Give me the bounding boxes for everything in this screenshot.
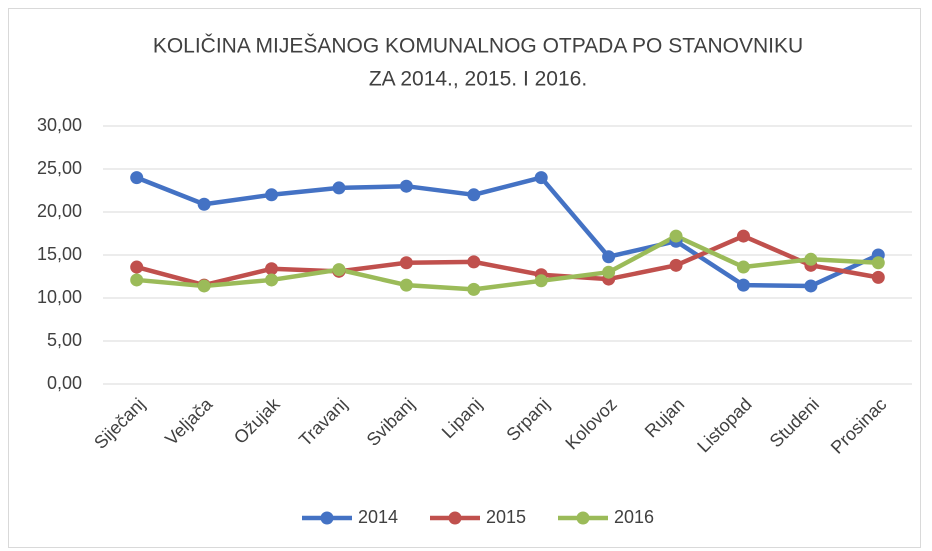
data-point — [197, 279, 211, 293]
data-point — [467, 255, 481, 269]
data-point — [534, 171, 548, 185]
series-line — [134, 175, 881, 289]
data-point — [602, 265, 616, 279]
data-point — [332, 263, 346, 277]
data-point — [736, 278, 750, 292]
data-point — [534, 274, 548, 288]
data-point — [265, 273, 279, 287]
data-point — [602, 250, 616, 264]
legend-marker — [320, 511, 334, 525]
data-point — [399, 256, 413, 270]
series-line — [134, 233, 881, 292]
data-point — [467, 188, 481, 202]
data-point — [130, 260, 144, 274]
y-tick-label: 5,00 — [47, 330, 82, 350]
data-point — [736, 260, 750, 274]
data-point — [332, 181, 346, 195]
data-point — [736, 229, 750, 243]
data-point — [265, 188, 279, 202]
y-tick-label: 25,00 — [37, 158, 82, 178]
data-point — [265, 262, 279, 276]
legend-marker — [576, 511, 590, 525]
data-point — [130, 273, 144, 287]
legend-marker — [448, 511, 462, 525]
y-tick-label: 0,00 — [47, 373, 82, 393]
data-point — [669, 258, 683, 272]
legend-label: 2014 — [358, 507, 398, 527]
data-point — [399, 278, 413, 292]
data-point — [669, 229, 683, 243]
data-point — [871, 256, 885, 270]
legend-label: 2016 — [614, 507, 654, 527]
data-point — [804, 279, 818, 293]
chart-frame — [8, 8, 921, 548]
chart-title: KOLIČINA MIJEŠANOG KOMUNALNOG OTPADA PO … — [153, 35, 803, 58]
legend-label: 2015 — [486, 507, 526, 527]
data-point — [197, 197, 211, 211]
data-point — [804, 252, 818, 266]
data-point — [467, 282, 481, 296]
data-point — [871, 270, 885, 284]
y-tick-label: 15,00 — [37, 244, 82, 264]
chart-title: ZA 2014., 2015. I 2016. — [369, 68, 587, 91]
y-tick-label: 20,00 — [37, 201, 82, 221]
y-tick-label: 10,00 — [37, 287, 82, 307]
data-point — [399, 179, 413, 193]
data-point — [130, 171, 144, 185]
y-tick-label: 30,00 — [37, 115, 82, 135]
series-line — [134, 233, 881, 288]
